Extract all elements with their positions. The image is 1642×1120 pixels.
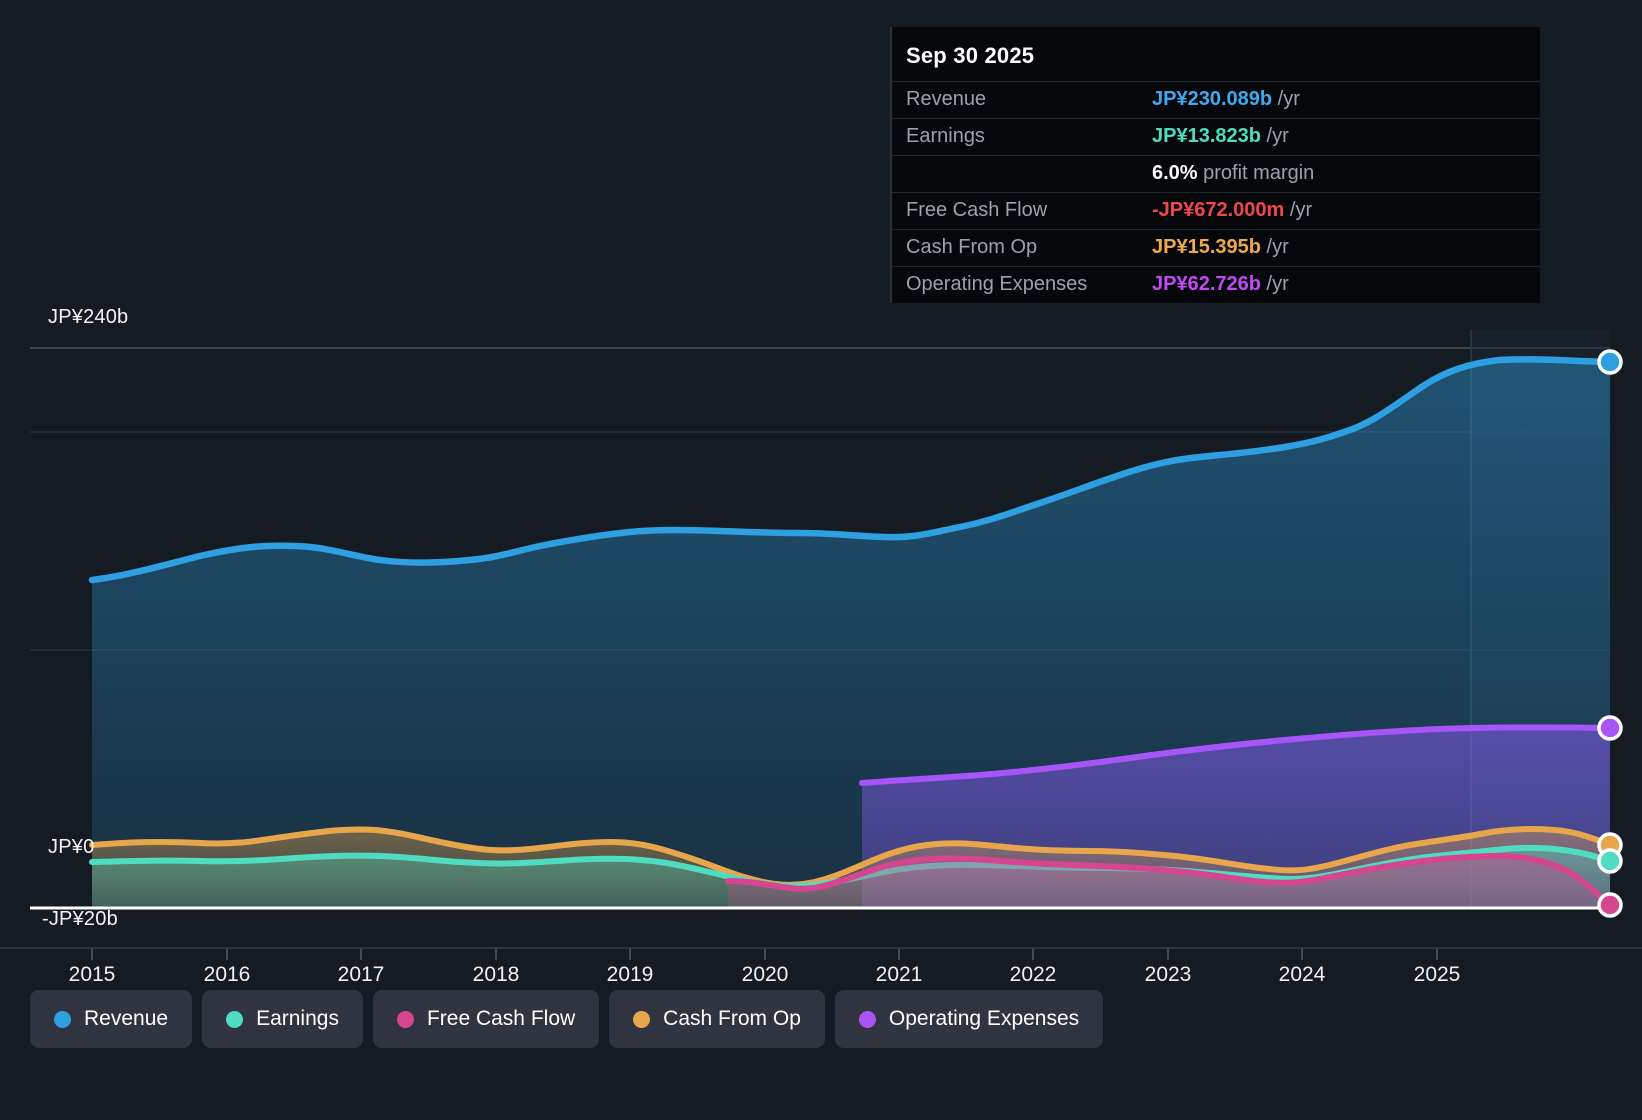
legend-item-operating-expenses[interactable]: Operating Expenses <box>834 990 1104 1048</box>
tooltip-label-free-cash-flow: Free Cash Flow <box>906 199 1048 221</box>
x-tick-label-2018: 2018 <box>472 963 520 986</box>
tooltip-label-cash-from-op: Cash From Op <box>906 236 1038 258</box>
tooltip-number-operating-expenses: JP¥62.726b <box>1152 273 1261 295</box>
tooltip-label-operating-expenses: Operating Expenses <box>906 273 1088 295</box>
tooltip-number-free-cash-flow: -JP¥672.000m <box>1152 199 1285 221</box>
legend-label-revenue: Revenue <box>84 1007 169 1030</box>
legend-dot-cash-from-op-icon <box>633 1010 651 1028</box>
x-tick-label-2025: 2025 <box>1413 963 1461 986</box>
legend-label-cash-from-op: Cash From Op <box>663 1007 801 1030</box>
table-row: Earnings JP¥13.823b /yr <box>892 118 1540 156</box>
x-tick-label-2024: 2024 <box>1278 963 1326 986</box>
x-tick-label-2019: 2019 <box>606 963 654 986</box>
tooltip-suffix-earnings: /yr <box>1260 125 1289 147</box>
tooltip-value-revenue: JP¥230.089b /yr <box>1138 82 1540 119</box>
series-line-operating-expenses <box>859 724 1610 786</box>
x-tick-label-2016: 2016 <box>203 963 251 986</box>
tooltip-suffix-free-cash-flow: /yr <box>1284 199 1313 221</box>
tooltip-suffix-revenue: /yr <box>1272 88 1300 110</box>
x-tick-label-2017: 2017 <box>337 963 385 986</box>
legend-dot-earnings-icon <box>226 1010 244 1028</box>
tooltip-number-earnings: JP¥13.823b <box>1152 125 1261 147</box>
legend-dot-operating-expenses-icon <box>858 1010 876 1028</box>
tooltip-value-cash-from-op: JP¥15.395b /yr <box>1138 230 1540 267</box>
legend-dot-free-cash-flow-icon <box>396 1010 414 1028</box>
legend-item-cash-from-op[interactable]: Cash From Op <box>609 990 825 1048</box>
tooltip-number-cash-from-op: JP¥15.395b <box>1152 236 1261 258</box>
table-row-profit-margin: 6.0% profit margin <box>892 155 1540 193</box>
series-line-free-cash-flow <box>725 852 1610 908</box>
x-tick-label-2015: 2015 <box>68 963 116 986</box>
x-axis-ticks <box>91 948 1438 960</box>
tooltip-number-profit-margin: 6.0% <box>1152 162 1198 184</box>
series-line-revenue <box>88 356 1610 584</box>
tooltip-label-revenue: Revenue <box>906 88 987 110</box>
series-line-cash-from-op <box>89 826 1610 888</box>
tooltip-metrics-table: Revenue JP¥230.089b /yr Earnings JP¥13.8… <box>892 81 1540 303</box>
tooltip-label-earnings: Earnings <box>906 125 985 147</box>
tooltip-suffix-operating-expenses: /yr <box>1260 273 1289 295</box>
y-tick-label-bottom: -JP¥20b <box>42 908 118 930</box>
data-tooltip: Sep 30 2025 Revenue JP¥230.089b /yr Earn… <box>890 27 1540 303</box>
tooltip-value-operating-expenses: JP¥62.726b /yr <box>1138 267 1540 304</box>
table-row: Revenue JP¥230.089b /yr <box>892 81 1540 119</box>
tooltip-label-blank <box>892 156 1138 193</box>
legend-label-operating-expenses: Operating Expenses <box>888 1007 1080 1030</box>
tooltip-value-free-cash-flow: -JP¥672.000m /yr <box>1138 193 1540 230</box>
table-row: Cash From Op JP¥15.395b /yr <box>892 229 1540 267</box>
chart-legend: Revenue Earnings Free Cash Flow Cash Fro… <box>30 990 1104 1048</box>
legend-item-free-cash-flow[interactable]: Free Cash Flow <box>372 990 600 1048</box>
legend-dot-revenue-icon <box>54 1010 71 1028</box>
tooltip-value-profit-margin: 6.0% profit margin <box>1138 156 1540 193</box>
x-tick-label-2022: 2022 <box>1009 963 1057 986</box>
tooltip-suffix-profit-margin: profit margin <box>1197 162 1315 184</box>
legend-label-earnings: Earnings <box>256 1007 339 1030</box>
tooltip-date: Sep 30 2025 <box>906 43 1035 68</box>
legend-label-free-cash-flow: Free Cash Flow <box>426 1007 576 1030</box>
y-tick-label-top: JP¥240b <box>48 306 129 328</box>
legend-item-revenue[interactable]: Revenue <box>30 990 193 1048</box>
tooltip-value-earnings: JP¥13.823b /yr <box>1138 119 1540 156</box>
tooltip-number-revenue: JP¥230.089b <box>1152 88 1273 110</box>
x-tick-label-2021: 2021 <box>875 963 923 986</box>
table-row: Operating Expenses JP¥62.726b /yr <box>892 266 1540 304</box>
y-tick-label-zero: JP¥0 <box>48 836 95 858</box>
chart-plot-area <box>0 330 1642 960</box>
tooltip-suffix-cash-from-op: /yr <box>1260 236 1289 258</box>
x-tick-label-2023: 2023 <box>1144 963 1192 986</box>
series-end-markers <box>1597 349 1623 918</box>
table-row: Free Cash Flow -JP¥672.000m /yr <box>892 192 1540 230</box>
x-tick-label-2020: 2020 <box>741 963 789 986</box>
legend-item-earnings[interactable]: Earnings <box>202 990 363 1048</box>
